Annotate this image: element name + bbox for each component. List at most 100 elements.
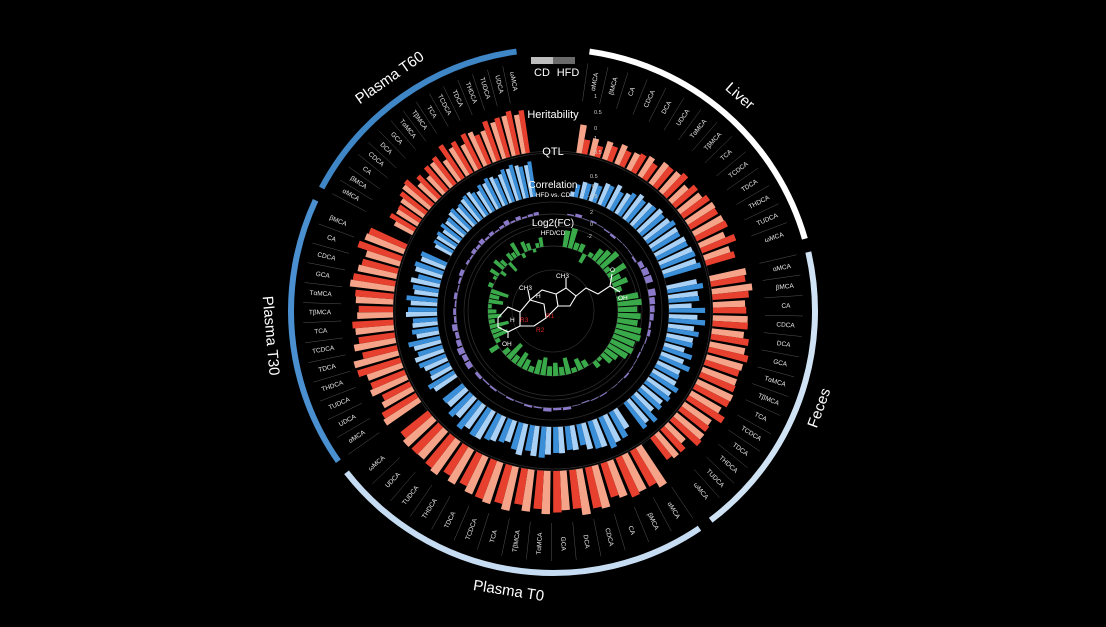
log2fc-bar [547,366,553,376]
label-divider [303,303,341,304]
bile-acid-label: TCDCA [728,160,751,180]
bile-acid-label: ωMCA [367,454,387,472]
bile-acid-label: TDCA [450,89,464,109]
log2fc-bar [559,367,565,376]
bile-acid-label: THDCA [321,379,345,393]
qtl-bar-hfd [408,307,437,312]
label-divider [765,295,803,297]
heritability-bar-cd [560,470,570,510]
axis-ticks: 1 0.5 0 1 0.5 0.5 0 -0.5 2 0 -2 [587,94,602,240]
log2fc-bar [488,309,496,313]
bile-acid-label: ωMCA [508,71,518,92]
structure-side-chain [576,286,620,296]
track-labels: Heritability QTL Correlation HFD vs. CD … [527,109,579,237]
label-divider [761,350,798,357]
bile-acid-label: αMCA [341,188,361,203]
bile-acid-label: CA [626,525,636,536]
sector-label: Plasma T0 [472,577,545,605]
bile-acid-label: TDCA [740,178,759,194]
label-divider [308,355,345,363]
bile-acid-label: αMCA [590,72,600,92]
bile-acid-label: TαMCA [309,290,332,299]
log2fc-bar [489,344,500,353]
axis-tick-corr-0: 0 [592,184,595,190]
axis-tick-heritability-1: 1 [594,94,597,100]
structure-label-ch3-b: CH3 [556,273,569,280]
qtl-bar-cd [406,312,437,317]
qtl-bar-cd [558,427,565,454]
bile-acid-label: TDCA [443,510,457,530]
axis-tick-heritability-0: 0 [594,126,597,132]
correlation-bar [515,216,521,221]
bile-acid-label: βMCA [775,283,794,292]
log2fc-bar [535,243,540,248]
track-label-log2fc: Log2(FC) [532,218,574,229]
correlation-bar [624,372,630,378]
correlation-bar [483,379,490,386]
bile-acid-label: TCA [314,327,328,335]
bile-acid-label: UDCA [384,471,402,490]
correlation-bar [471,248,477,255]
bile-acid-label: CA [627,86,637,97]
bile-acid-label: GCA [315,271,331,280]
correlation-bar [637,261,644,269]
correlation-bar [633,359,637,365]
log2fc-bar [540,357,547,375]
correlation-bar [572,404,580,407]
structure-ring-a [498,307,520,332]
correlation-bar [524,404,532,408]
bile-acid-label: DCA [582,534,591,549]
bile-acid-label: TDCA [318,363,338,374]
axis-tick-log2fc-0: 0 [590,222,593,228]
structure-ring-d [556,288,576,306]
label-divider [502,518,510,555]
log2fc-bar [618,306,637,312]
axis-tick-heritability-05: 0.5 [594,110,602,116]
heritability-bar-cd [713,300,745,307]
correlation-bar [489,385,497,391]
axis-tick-log2fc-2: 2 [590,210,593,216]
bile-acid-label: UDCA [493,75,504,95]
structure-atom-labels: CH3 CH3 H H OH OH R1 R2 R3 O [502,267,628,348]
sector-label: Liver [722,79,758,113]
axis-tick-log2fc-neg2: -2 [587,234,592,240]
sector-label: Feces [804,386,834,430]
bile-acid-label: THDCA [717,455,739,475]
log2fc-bar [490,268,500,276]
bile-acid-label: DCA [661,99,674,115]
bile-acid-label: TαMCA [536,532,544,555]
heritability-bar-hfd [359,306,393,313]
correlation-bar [457,347,466,356]
legend-swatch-hfd [553,57,575,64]
correlation-bar [503,220,510,227]
correlation-bar [617,238,622,243]
bile-acid-label: TCDCA [740,425,763,443]
structure-label-oh-b: OH [618,295,628,302]
bile-acid-label: TCA [719,148,734,162]
bile-acid-label: CA [361,165,373,176]
track-label-heritability: Heritability [527,109,579,121]
label-divider [583,63,588,101]
sector-label: Plasma T60 [352,48,427,108]
log2fc-bar [553,363,558,376]
legend-label-hfd: HFD [557,67,580,79]
correlation-bar [455,332,460,339]
label-divider [303,321,341,323]
bile-acid-label: CDCA [317,251,337,262]
track-label-qtl: QTL [542,146,563,158]
correlation-bar [648,288,656,296]
heritability-bar-hfd [713,307,746,314]
label-divider [305,338,343,343]
bile-acid-label: ωMCA [692,482,710,502]
qtl-bar-hfd [669,308,705,313]
log2fc-bar [578,253,586,263]
log2fc-bar [489,319,496,324]
bile-acid-label: CDCA [776,321,795,329]
correlation-bar [650,314,654,321]
correlation-bar [488,231,494,237]
label-divider [758,367,795,377]
bile-acid-label: βMCA [328,215,348,229]
log2fc-bar [597,356,603,362]
